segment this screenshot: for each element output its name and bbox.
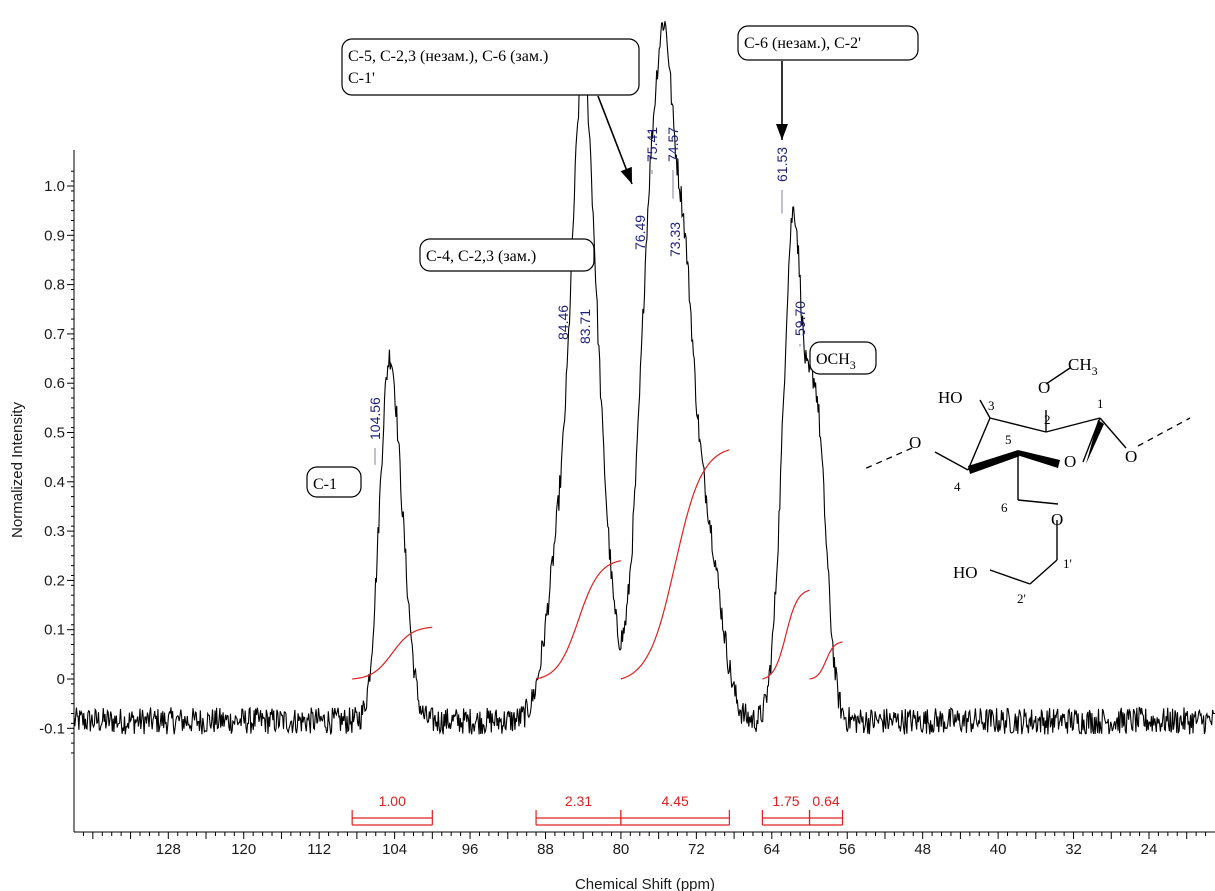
dashed-bond	[1137, 417, 1191, 447]
atom-number: 1'	[1063, 556, 1072, 571]
integral-value: 1.75	[772, 793, 799, 809]
arrow-head	[776, 124, 788, 140]
bond	[1017, 499, 1059, 505]
y-tick-label: -0.1	[39, 720, 65, 737]
y-tick-label: 0.1	[44, 622, 65, 639]
y-tick-label: 0.5	[44, 425, 65, 442]
annotation-box	[341, 38, 640, 96]
y-tick-label: 0.8	[44, 277, 65, 294]
wedge-bond	[1018, 450, 1060, 468]
y-tick-label: 0.2	[44, 572, 65, 589]
x-tick-label: 32	[1065, 841, 1082, 858]
atom-label: O	[909, 433, 921, 452]
y-tick-label: 0.3	[44, 523, 65, 540]
peak-label: 74.57	[665, 127, 681, 162]
y-tick-label: 0	[57, 671, 65, 688]
x-tick-label: 88	[537, 841, 554, 858]
annotation-box	[306, 466, 362, 498]
y-tick-label: 1.0	[44, 178, 65, 195]
peak-label: 75.41	[644, 127, 660, 162]
atom-label: O	[1125, 447, 1137, 466]
atom-label: O	[1038, 378, 1050, 397]
wedge-bond	[1086, 420, 1104, 464]
atom-number: 5	[1005, 432, 1012, 447]
y-tick-label: 0.9	[44, 227, 65, 244]
bond	[934, 451, 969, 471]
bond	[1045, 367, 1071, 385]
peak-labels: 104.56 84.46 83.71 76.49 75.41 74.57 73.33 61.5…	[367, 127, 808, 465]
peak-label: 61.53	[774, 147, 790, 182]
molecule-structure: O HO O O O O HO CH3 1 2 3 4 5 6 1' 2'	[861, 355, 1191, 606]
integral-value: 4.45	[662, 793, 689, 809]
annotation-label: C-6 (незам.), C-2'	[744, 35, 861, 52]
dashed-bond	[861, 447, 913, 471]
peak-label: 84.46	[555, 305, 571, 340]
integral-curve	[762, 589, 810, 680]
integral-curve	[352, 626, 433, 680]
wedge-bond	[968, 450, 1020, 474]
atom-number: 2	[1044, 412, 1051, 427]
annotation-box	[419, 238, 595, 272]
integral-curve	[620, 449, 730, 680]
x-tick-label: 24	[1141, 841, 1158, 858]
integral-value: 0.64	[812, 793, 839, 809]
spectrum-line	[73, 21, 1215, 735]
x-tick-label: 112	[307, 841, 331, 858]
x-tick-label: 128	[156, 841, 181, 858]
annotation-label: C-1	[313, 476, 337, 493]
x-tick-label: 40	[990, 841, 1007, 858]
x-tick-label: 72	[688, 841, 705, 858]
bond	[1029, 559, 1058, 585]
x-axis-title: Chemical Shift (ppm)	[575, 876, 715, 891]
x-tick-label: 96	[462, 841, 479, 858]
arrow-head	[620, 166, 632, 184]
x-tick-label: 48	[914, 841, 931, 858]
annotation-label: C-1'	[348, 70, 375, 87]
bond	[989, 569, 1031, 585]
peak-label: 104.56	[367, 397, 383, 440]
x-tick-label: 64	[763, 841, 780, 858]
x-tick-label: 120	[231, 841, 256, 858]
spectrum	[73, 21, 1215, 735]
atom-label: O	[1051, 510, 1063, 529]
annotation-label: C-5, C-2,3 (незам.), C-6 (зам.)	[348, 48, 548, 65]
integral-curve	[535, 560, 622, 680]
annotations: C-1 C-4, C-2,3 (зам.) C-5, C-2,3 (незам.),…	[306, 25, 919, 498]
atom-label: O	[1064, 452, 1076, 471]
bond	[1099, 417, 1127, 449]
atom-number: 3	[988, 398, 995, 413]
y-tick-label: 0.6	[44, 375, 65, 392]
peak-label: 73.33	[667, 222, 683, 257]
y-axis-title: Normalized Intensity	[9, 402, 26, 538]
atom-number: 2'	[1017, 591, 1026, 606]
atom-label: HO	[938, 388, 963, 407]
peak-label: 83.71	[577, 309, 593, 344]
y-tick-label: 0.4	[44, 474, 65, 491]
x-tick-label: 56	[839, 841, 856, 858]
integral-curves: 1.00 2.31 4.45 1.75 0.64	[351, 449, 844, 826]
integral-value: 2.31	[565, 793, 592, 809]
x-tick-label: 80	[613, 841, 630, 858]
bond	[979, 399, 991, 419]
peak-label: 59.70	[792, 301, 808, 336]
atom-label: HO	[953, 563, 978, 582]
bond	[1045, 417, 1101, 433]
annotation-box	[809, 341, 877, 375]
annotation-box	[737, 25, 919, 61]
atom-number: 1	[1097, 396, 1104, 411]
y-tick-label: 0.7	[44, 326, 65, 343]
atom-number: 4	[954, 479, 961, 494]
bond	[967, 417, 991, 471]
annotation-label: C-4, C-2,3 (зам.)	[426, 248, 536, 265]
annotation-label: OCH3	[816, 351, 856, 372]
integral-curve	[809, 641, 843, 680]
atom-label: CH3	[1068, 355, 1098, 378]
peak-label: 76.49	[632, 215, 648, 250]
atom-number: 6	[1001, 500, 1008, 515]
x-tick-label: 104	[382, 841, 407, 858]
integral-value: 1.00	[379, 793, 406, 809]
bond	[989, 417, 1047, 433]
